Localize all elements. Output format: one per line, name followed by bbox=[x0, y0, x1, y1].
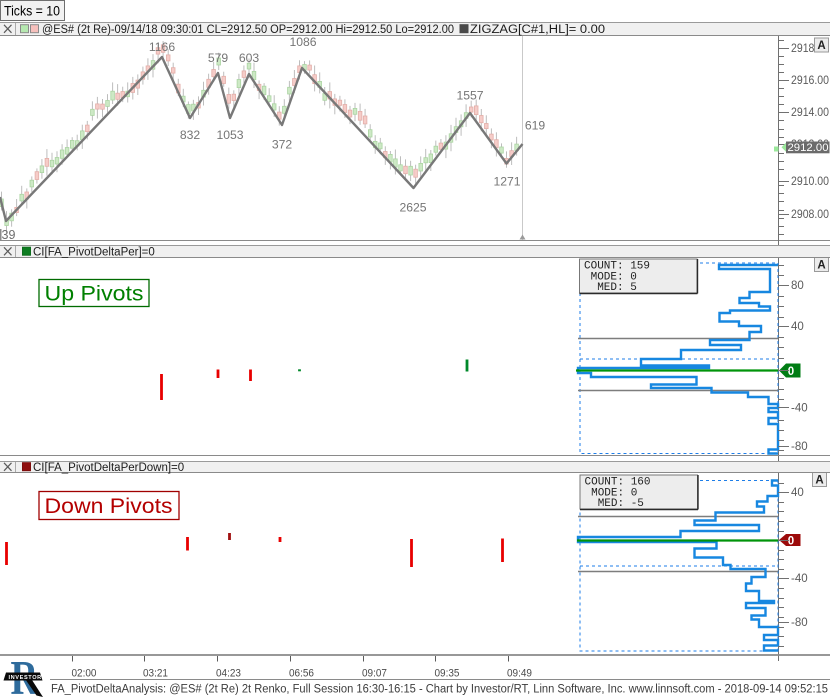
svg-text:ZIGZAG[C#1,HL]= 0.00: ZIGZAG[C#1,HL]= 0.00 bbox=[470, 24, 605, 36]
svg-text:39: 39 bbox=[2, 228, 16, 242]
svg-text:09:49: 09:49 bbox=[507, 668, 532, 680]
svg-text:80: 80 bbox=[791, 280, 804, 292]
svg-text:1557: 1557 bbox=[456, 89, 483, 103]
svg-text:-40: -40 bbox=[791, 573, 808, 585]
svg-text:CI[FA_PivotDeltaPerDown]=0: CI[FA_PivotDeltaPerDown]=0 bbox=[33, 462, 184, 474]
svg-text:0: 0 bbox=[788, 366, 794, 378]
svg-text:04:23: 04:23 bbox=[216, 668, 241, 680]
svg-text:Down Pivots: Down Pivots bbox=[45, 495, 173, 518]
svg-text:02:00: 02:00 bbox=[72, 668, 97, 680]
svg-text:Up Pivots: Up Pivots bbox=[45, 283, 144, 306]
svg-text:Ticks = 10: Ticks = 10 bbox=[4, 4, 60, 19]
svg-text:COUNT: 159: COUNT: 159 bbox=[584, 261, 650, 273]
svg-text:2916.00: 2916.00 bbox=[791, 75, 829, 87]
svg-text:40: 40 bbox=[791, 321, 804, 333]
svg-text:603: 603 bbox=[239, 51, 260, 65]
svg-text:619: 619 bbox=[525, 119, 546, 133]
svg-text:CI[FA_PivotDeltaPer]=0: CI[FA_PivotDeltaPer]=0 bbox=[33, 247, 155, 259]
svg-text:2625: 2625 bbox=[399, 201, 426, 215]
svg-text:-80: -80 bbox=[791, 617, 808, 629]
svg-text:MED: -5: MED: -5 bbox=[585, 498, 644, 510]
svg-text:09:35: 09:35 bbox=[435, 668, 460, 680]
svg-text:832: 832 bbox=[180, 128, 201, 142]
svg-text:0: 0 bbox=[788, 536, 794, 548]
svg-text:-80: -80 bbox=[791, 441, 808, 453]
svg-text:MODE: 0: MODE: 0 bbox=[584, 271, 637, 283]
svg-text:09:07: 09:07 bbox=[362, 668, 387, 680]
svg-text:372: 372 bbox=[272, 138, 293, 152]
svg-text:@ES# (2t Re)-09/14/18 09:30:01: @ES# (2t Re)-09/14/18 09:30:01 CL=2912.5… bbox=[42, 24, 454, 36]
svg-text:MODE: 0: MODE: 0 bbox=[585, 487, 638, 499]
svg-text:1166: 1166 bbox=[149, 40, 175, 54]
svg-text:1086: 1086 bbox=[289, 35, 316, 49]
svg-text:A: A bbox=[815, 475, 823, 487]
svg-text:40: 40 bbox=[791, 487, 804, 499]
svg-text:MED: 5: MED: 5 bbox=[584, 282, 637, 294]
svg-text:A: A bbox=[817, 260, 825, 272]
svg-text:COUNT: 160: COUNT: 160 bbox=[585, 477, 651, 489]
svg-text:2908.00: 2908.00 bbox=[791, 209, 829, 221]
svg-text:1271: 1271 bbox=[493, 175, 520, 189]
svg-text:A: A bbox=[817, 40, 825, 52]
svg-text:06:56: 06:56 bbox=[289, 668, 314, 680]
svg-text:1053: 1053 bbox=[216, 128, 243, 142]
svg-text:579: 579 bbox=[208, 51, 229, 65]
svg-text:2914.00: 2914.00 bbox=[791, 107, 829, 119]
svg-text:-40: -40 bbox=[791, 403, 808, 415]
svg-text:2910.00: 2910.00 bbox=[791, 176, 829, 188]
svg-text:03:21: 03:21 bbox=[143, 668, 168, 680]
svg-text:2912.00: 2912.00 bbox=[788, 142, 829, 154]
svg-text:INVESTOR: INVESTOR bbox=[9, 675, 42, 681]
svg-text:FA_PivotDeltaAnalysis: @ES# (2: FA_PivotDeltaAnalysis: @ES# (2t Re) 2t R… bbox=[51, 684, 828, 696]
